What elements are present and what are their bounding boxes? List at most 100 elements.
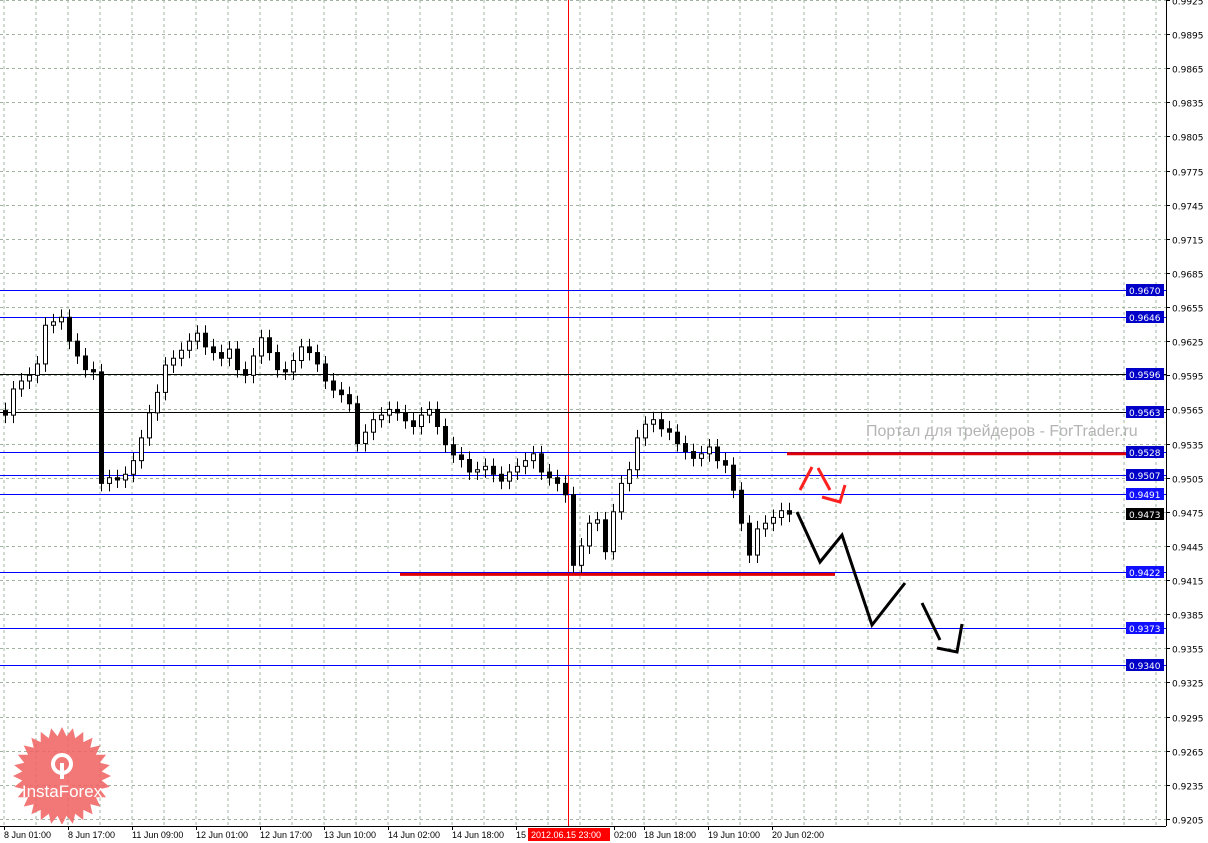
forecast-path	[920, 602, 942, 641]
current-price-label: 0.9473	[1129, 511, 1161, 521]
candle-bearish	[91, 369, 96, 373]
y-tick-label: 0.9355	[1172, 646, 1204, 656]
candle-bearish	[115, 477, 120, 481]
candle-bullish	[611, 511, 616, 553]
candle-bearish	[3, 410, 8, 416]
candle-bearish	[267, 337, 272, 354]
forecast-alt-path	[798, 466, 814, 491]
candle-bullish	[699, 453, 704, 459]
level-label-bg	[1126, 284, 1164, 296]
candle-bullish	[227, 348, 232, 359]
candle-bearish	[675, 431, 680, 445]
candle-bearish	[211, 346, 216, 354]
candle-bearish	[603, 519, 608, 553]
candle-bullish	[651, 419, 656, 425]
candle-bullish	[635, 437, 640, 471]
candle-bearish	[555, 477, 560, 484]
candle-bullish	[507, 471, 512, 482]
level-label-bg	[1126, 311, 1164, 323]
y-tick-label: 0.9685	[1172, 271, 1204, 281]
candle-bearish	[563, 482, 568, 496]
candle-bearish	[787, 510, 792, 515]
candle-bullish	[371, 419, 376, 433]
candle-bearish	[331, 380, 336, 391]
candle-bearish	[411, 420, 416, 428]
candle-bearish	[83, 355, 88, 371]
current-price-bg	[1126, 508, 1164, 520]
y-tick-label: 0.9295	[1172, 715, 1204, 725]
candle-bullish	[27, 374, 32, 382]
y-tick-label: 0.9565	[1172, 407, 1204, 417]
candle-bearish	[499, 473, 504, 482]
candle-bearish	[395, 408, 400, 414]
candle-bearish	[403, 412, 408, 422]
level-label-bg	[1126, 368, 1164, 380]
candle-bearish	[235, 348, 240, 371]
candle-bearish	[667, 428, 672, 433]
x-tick-label: 13 Jun 10:00	[324, 830, 376, 840]
candle-bearish	[459, 454, 464, 460]
candle-bearish	[67, 316, 72, 342]
candle-bearish	[491, 465, 496, 475]
level-label: 0.9491	[1129, 491, 1161, 501]
candle-bullish	[291, 360, 296, 373]
level-label-bg	[1126, 446, 1164, 458]
candle-bearish	[435, 408, 440, 428]
y-tick-label: 0.9595	[1172, 373, 1204, 383]
candle-bearish	[203, 332, 208, 348]
candle-bullish	[379, 414, 384, 421]
candle-bullish	[259, 337, 264, 357]
level-label: 0.9528	[1129, 449, 1161, 459]
candle-bullish	[763, 522, 768, 530]
level-label: 0.9646	[1129, 314, 1161, 324]
candle-bearish	[739, 489, 744, 524]
candle-bearish	[539, 453, 544, 473]
candle-bearish	[683, 443, 688, 453]
candle-bullish	[163, 364, 168, 393]
candle-bearish	[315, 352, 320, 365]
candle-bullish	[19, 380, 24, 390]
candle-bullish	[251, 355, 256, 376]
candle-bullish	[619, 482, 624, 513]
level-label-bg	[1126, 566, 1164, 578]
x-tick-label: 8 Jun 01:00	[4, 830, 51, 840]
candle-bullish	[43, 324, 48, 365]
y-tick-label: 0.9445	[1172, 544, 1204, 554]
level-label: 0.9670	[1129, 287, 1161, 297]
y-tick-label: 0.9205	[1172, 817, 1204, 827]
candle-bullish	[363, 431, 368, 445]
forecast-alt-path	[816, 467, 832, 491]
candle-bearish	[347, 394, 352, 405]
svg-text:InstaForex: InstaForex	[22, 782, 103, 801]
x-tick-label: 20 Jun 02:00	[772, 830, 824, 840]
candle-bullish	[771, 517, 776, 524]
level-label-bg	[1126, 659, 1164, 671]
x-tick-label: 12 Jun 01:00	[196, 830, 248, 840]
y-tick-label: 0.9235	[1172, 783, 1204, 793]
candle-bullish	[155, 391, 160, 414]
candle-bullish	[595, 519, 600, 524]
y-tick-label: 0.9325	[1172, 680, 1204, 690]
candle-bearish	[547, 471, 552, 479]
candle-bullish	[171, 357, 176, 366]
level-label-bg	[1126, 406, 1164, 418]
candle-bullish	[707, 446, 712, 455]
y-tick-label: 0.9535	[1172, 442, 1204, 452]
x-tick-label: 02:00	[614, 830, 637, 840]
candle-bullish	[11, 388, 16, 416]
candle-bullish	[179, 349, 184, 359]
level-label-bg	[1126, 469, 1164, 481]
candle-bullish	[531, 453, 536, 462]
level-label: 0.9373	[1129, 625, 1161, 635]
candle-bearish	[75, 340, 80, 357]
x-tick-label: 18 Jun 18:00	[644, 830, 696, 840]
candle-bearish	[451, 444, 456, 456]
level-label-bg	[1126, 488, 1164, 500]
candle-bullish	[419, 414, 424, 428]
x-tick-label: 8 Jun 17:00	[68, 830, 115, 840]
y-tick-label: 0.9625	[1172, 339, 1204, 349]
y-tick-label: 0.9775	[1172, 169, 1204, 179]
level-label-bg	[1126, 622, 1164, 634]
candle-bullish	[131, 460, 136, 475]
candle-bearish	[571, 494, 576, 566]
